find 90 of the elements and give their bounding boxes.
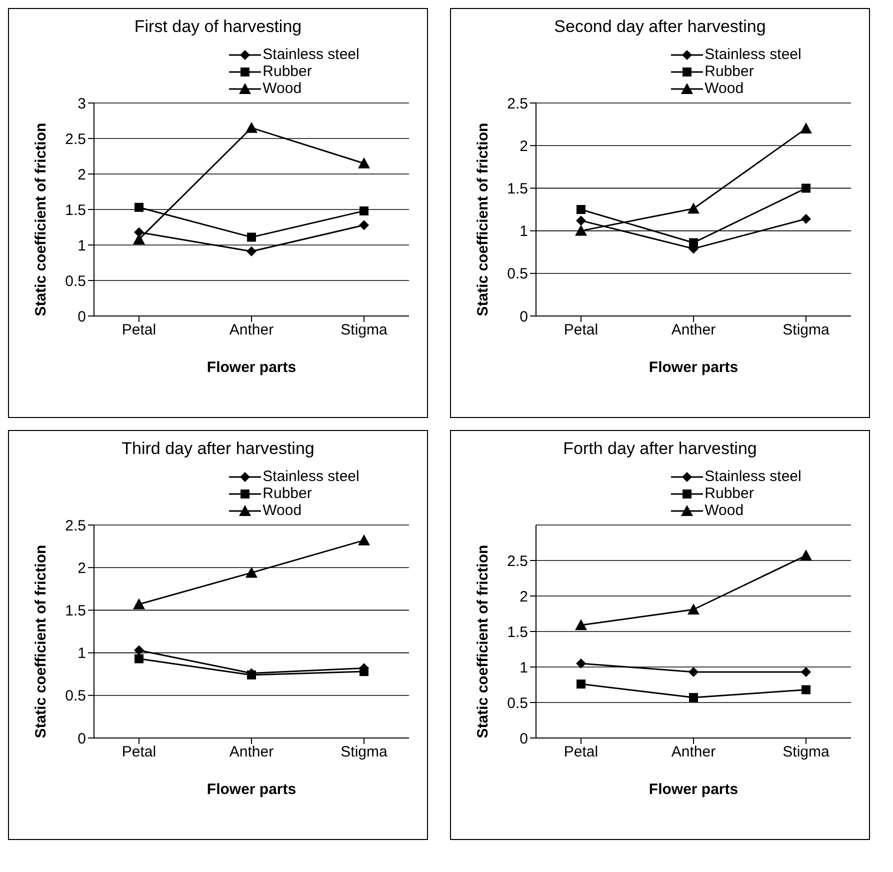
point [358,157,370,168]
point [576,216,586,226]
point [688,603,700,614]
y-tick-label: 3 [78,95,86,112]
point [800,122,812,134]
x-tick-label: Petal [564,744,598,761]
point [576,658,586,668]
point [360,206,368,216]
point [134,645,144,656]
point [575,224,587,236]
point [576,680,586,689]
y-tick-label: 1 [520,223,528,240]
x-tick-label: Stigma [782,322,830,339]
point [133,598,145,610]
point [801,214,811,224]
point [247,232,256,242]
point [246,122,258,133]
x-tick-label: Petal [122,322,156,339]
point [246,246,256,256]
x-tick-label: Stigma [340,744,388,761]
y-axis-title: Static coefficient of friction [474,543,492,740]
y-tick-label: 1 [520,659,528,676]
y-tick-label: 0 [78,308,86,326]
x-axis-title: Flower parts [648,781,738,798]
x-axis-title: Flower parts [206,359,296,376]
legend-label: Rubber [262,485,312,502]
y-tick-label: 2 [520,138,528,155]
y-tick-label: 1 [78,645,86,662]
x-tick-label: Anther [229,322,274,339]
x-tick-label: Petal [564,322,598,339]
point [802,685,810,694]
y-tick-label: 2 [78,166,86,184]
y-tick-label: 0 [520,730,528,748]
point [134,654,144,664]
y-axis-title: Static coefficient of friction [32,543,50,740]
point [134,202,144,212]
legend-label: Rubber [704,485,754,502]
y-tick-label: 1 [78,237,86,254]
chart-title: Second day after harvesting [553,17,767,37]
y-tick-label: 0.5 [65,272,86,290]
point [800,550,812,561]
y-tick-label: 1.5 [507,180,528,198]
y-tick-label: 1.5 [65,202,86,219]
y-tick-label: 2.5 [65,517,86,534]
x-tick-label: Stigma [782,744,830,761]
point [246,566,258,578]
chart-title: First day of harvesting [133,17,303,37]
y-tick-label: 0.5 [507,266,528,283]
legend-label: Wood [262,80,302,97]
legend-label: Rubber [704,63,754,80]
x-tick-label: Anther [671,322,716,339]
point [688,666,698,677]
point [688,202,700,214]
point [359,220,369,230]
x-tick-label: Anther [229,744,274,761]
point [576,205,586,214]
y-tick-label: 2.5 [65,130,86,148]
point [801,666,811,677]
y-axis-title: Static coefficient of friction [32,121,50,318]
legend-label: Stainless steel [704,468,802,485]
y-tick-label: 0.5 [65,688,86,705]
y-tick-label: 0 [78,730,86,748]
chart-title: Third day after harvesting [120,439,316,459]
y-tick-label: 2 [520,588,528,606]
point [802,184,810,193]
legend-label: Stainless steel [704,46,802,63]
y-tick-label: 2.5 [507,95,528,112]
legend-label: Stainless steel [262,46,360,63]
point [575,619,587,630]
point [134,227,144,238]
point [689,693,698,702]
x-axis-title: Flower parts [206,781,296,798]
legend-label: Stainless steel [262,468,360,485]
y-tick-label: 1.5 [65,602,86,620]
legend-label: Wood [704,80,744,97]
x-tick-label: Anther [671,744,716,761]
y-tick-label: 0.5 [507,694,528,712]
x-tick-label: Stigma [340,322,388,339]
y-tick-label: 1.5 [507,624,528,641]
point [358,534,370,546]
legend-label: Wood [704,502,744,519]
legend-label: Rubber [262,63,312,80]
y-tick-label: 0 [520,308,528,326]
y-tick-label: 2 [78,560,86,577]
x-tick-label: Petal [122,744,156,761]
chart-title: Forth day after harvesting [562,439,758,459]
y-tick-label: 2.5 [507,552,528,570]
x-axis-title: Flower parts [648,359,738,376]
y-axis-title: Static coefficient of friction [474,121,492,318]
legend-label: Wood [262,502,302,519]
